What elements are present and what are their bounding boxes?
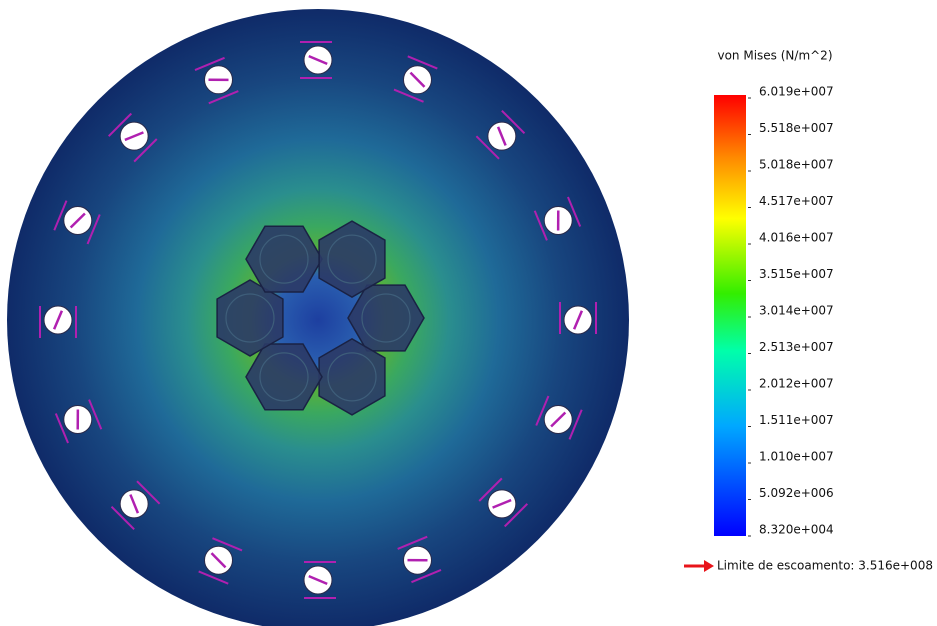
legend-label: 1.010e+007 — [759, 450, 834, 464]
yield-arrow-head — [704, 560, 714, 572]
yield-note: Limite de escoamento: 3.516e+008 — [717, 559, 933, 573]
legend-label: 8.320e+004 — [759, 523, 834, 537]
legend-label: 5.518e+007 — [759, 121, 834, 135]
legend-labels: 6.019e+007 5.518e+007 5.018e+007 4.517e+007… — [748, 85, 834, 537]
legend-label: 1.511e+007 — [759, 413, 834, 427]
legend-label: 5.092e+006 — [759, 486, 834, 500]
legend-label: 2.012e+007 — [759, 377, 834, 391]
legend-label: 6.019e+007 — [759, 85, 834, 99]
color-bar — [714, 95, 746, 536]
stress-plot-view: von Mises (N/m^2) 6.019e+007 5.518e+007 5.… — [0, 0, 937, 626]
legend-label: 5.018e+007 — [759, 158, 834, 172]
legend-label: 4.517e+007 — [759, 194, 834, 208]
legend-label: 4.016e+007 — [759, 231, 834, 245]
disk — [7, 9, 629, 626]
legend-label: 2.513e+007 — [759, 340, 834, 354]
legend-label: 3.515e+007 — [759, 267, 834, 281]
legend-title: von Mises (N/m^2) — [717, 49, 832, 63]
legend-label: 3.014e+007 — [759, 304, 834, 318]
